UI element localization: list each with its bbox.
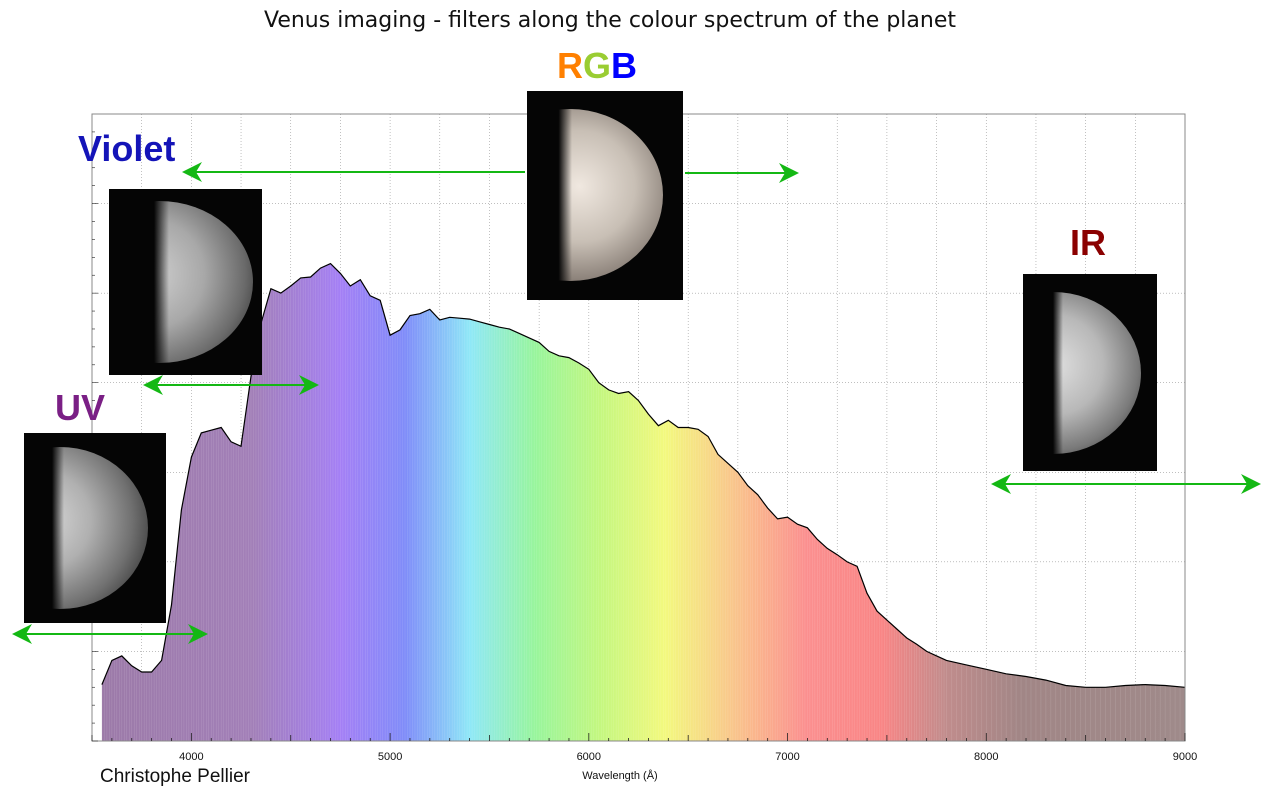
x-axis-label: Wavelength (Å) (582, 770, 658, 782)
author-credit: Christophe Pellier (100, 766, 250, 787)
x-tick-label: 6000 (577, 751, 601, 763)
uv-label: UV (55, 387, 105, 428)
violet-label: Violet (78, 128, 175, 169)
vertical-hatch (101, 263, 1181, 741)
spectrum-curve (101, 262, 1186, 688)
uv-venus-image (24, 433, 166, 623)
x-tick-label: 4000 (179, 751, 203, 763)
ir-venus-image (1023, 274, 1157, 471)
chart-title: Venus imaging - filters along the colour… (263, 8, 956, 33)
x-tick-label: 5000 (378, 751, 402, 763)
x-tick-label: 7000 (775, 751, 799, 763)
band-labels: UV Violet RGB IR (55, 45, 1106, 428)
rgb-venus-image (527, 91, 683, 300)
spectrum-area (101, 263, 1185, 741)
x-tick-label: 9000 (1173, 751, 1197, 763)
violet-venus-image (109, 189, 262, 375)
ir-label: IR (1070, 222, 1106, 263)
rgb-label: RGB (557, 45, 637, 86)
band-arrows (12, 162, 1261, 644)
x-axis-ticks: 4000 5000 6000 7000 8000 9000 (91, 131, 1197, 763)
x-tick-label: 8000 (974, 751, 998, 763)
